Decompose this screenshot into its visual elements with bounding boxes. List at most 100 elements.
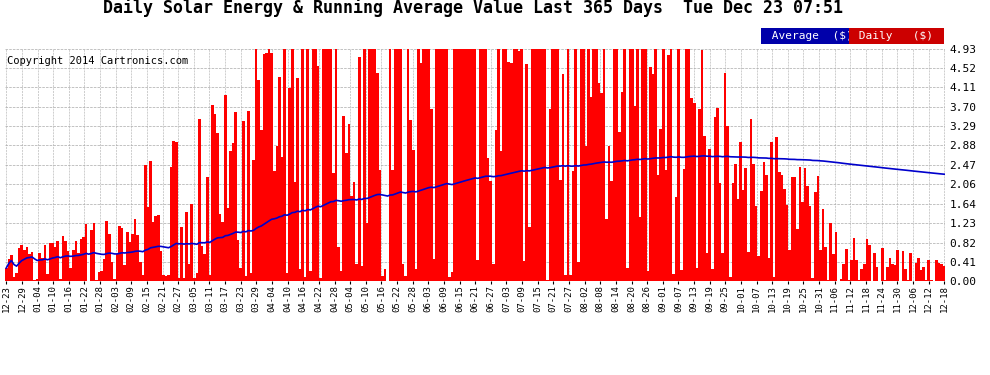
Bar (154, 216, 157, 281)
Bar (471, 49, 474, 281)
Bar (283, 49, 286, 281)
Bar (327, 49, 330, 281)
Bar (536, 49, 539, 281)
Bar (10, 255, 13, 281)
Bar (740, 142, 742, 281)
Bar (917, 258, 920, 281)
Bar (796, 229, 799, 281)
Bar (188, 264, 190, 281)
Bar (441, 49, 443, 281)
Bar (891, 264, 894, 281)
Bar (942, 266, 945, 281)
Bar (254, 49, 257, 281)
Bar (227, 209, 229, 281)
Bar (801, 202, 804, 281)
Bar (737, 200, 740, 281)
Bar (350, 196, 352, 281)
Bar (463, 49, 466, 281)
Bar (190, 204, 193, 281)
Bar (294, 182, 296, 281)
Bar (546, 280, 548, 281)
Bar (358, 57, 360, 281)
Bar (881, 248, 884, 281)
Bar (355, 264, 358, 281)
Bar (767, 258, 770, 281)
Bar (145, 165, 147, 281)
Bar (780, 175, 783, 281)
Bar (487, 158, 489, 281)
Bar (151, 222, 154, 281)
Bar (34, 280, 36, 281)
Bar (92, 222, 95, 281)
Bar (793, 177, 796, 281)
Bar (742, 190, 744, 281)
Bar (744, 168, 747, 281)
Bar (654, 49, 656, 281)
Bar (806, 186, 809, 281)
Bar (855, 260, 858, 281)
Bar (544, 49, 546, 281)
Bar (26, 247, 28, 281)
Bar (304, 277, 307, 281)
Bar (904, 269, 907, 281)
Bar (47, 274, 49, 281)
Bar (299, 268, 301, 281)
Bar (923, 267, 925, 281)
Bar (838, 280, 840, 281)
Bar (690, 98, 693, 281)
Bar (930, 280, 933, 281)
Bar (214, 114, 216, 281)
Bar (670, 49, 672, 281)
Bar (873, 253, 876, 281)
Bar (177, 278, 180, 281)
Bar (240, 268, 242, 281)
Bar (399, 49, 402, 281)
Bar (711, 269, 714, 281)
Bar (394, 49, 397, 281)
Bar (28, 254, 31, 281)
Bar (39, 253, 41, 281)
Bar (847, 280, 850, 281)
Bar (222, 222, 224, 281)
Bar (608, 146, 611, 281)
Bar (698, 109, 701, 281)
Bar (886, 267, 889, 281)
Bar (167, 275, 170, 281)
Bar (296, 78, 299, 281)
Bar (157, 215, 159, 281)
Bar (600, 93, 603, 281)
Bar (288, 88, 291, 281)
Bar (352, 182, 355, 281)
Bar (340, 271, 343, 281)
Bar (229, 152, 232, 281)
Bar (656, 174, 659, 281)
Bar (468, 49, 471, 281)
Bar (415, 269, 417, 281)
Bar (15, 273, 18, 281)
Bar (732, 183, 735, 281)
Bar (603, 49, 605, 281)
Bar (783, 189, 786, 281)
Bar (574, 49, 577, 281)
Bar (489, 182, 492, 281)
Bar (709, 148, 711, 281)
Bar (172, 141, 175, 281)
Bar (526, 64, 528, 281)
Bar (915, 263, 917, 281)
Bar (868, 245, 871, 281)
Bar (280, 157, 283, 281)
Bar (124, 265, 126, 281)
Bar (248, 111, 249, 281)
Bar (335, 49, 338, 281)
Bar (317, 66, 320, 281)
Bar (719, 183, 722, 281)
Bar (497, 49, 500, 281)
Bar (482, 49, 484, 281)
Bar (389, 49, 391, 281)
Bar (747, 252, 749, 281)
Bar (559, 180, 561, 281)
Bar (553, 49, 556, 281)
Text: Copyright 2014 Cartronics.com: Copyright 2014 Cartronics.com (7, 56, 188, 66)
Bar (159, 251, 162, 281)
Bar (69, 268, 72, 281)
